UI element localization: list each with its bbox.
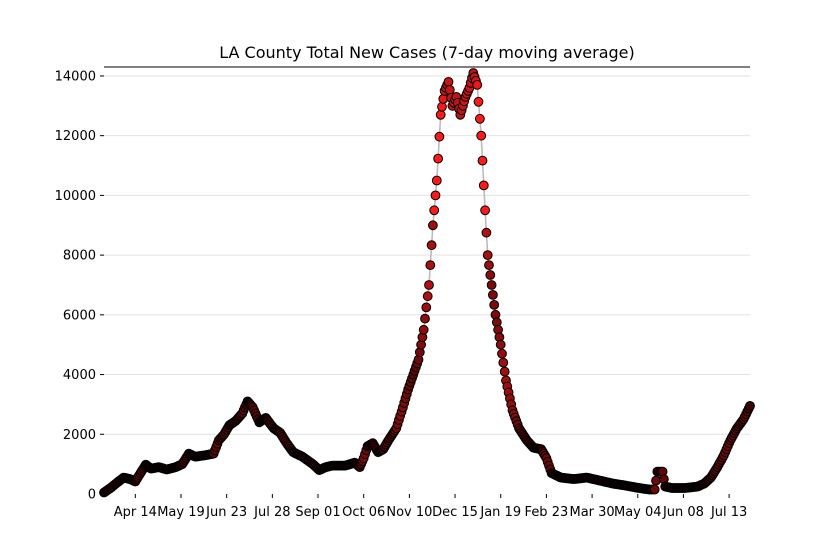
- y-tick-label: 8000: [63, 249, 96, 264]
- grid-lines: [104, 75, 750, 435]
- data-point: [489, 300, 500, 310]
- data-point: [426, 240, 437, 251]
- y-tick-label: 12000: [55, 129, 96, 144]
- data-point: [433, 153, 444, 164]
- x-tick-label: Mar 30: [569, 505, 614, 520]
- x-tick-label: May 04: [614, 505, 662, 520]
- x-tick-label: Feb 23: [525, 505, 569, 520]
- data-point: [425, 260, 436, 271]
- y-tick-label: 10000: [55, 189, 96, 204]
- x-tick-label: Jun 08: [662, 505, 704, 520]
- y-axis: 0 2000 4000 6000 8000 10000 12000 14000: [55, 69, 104, 503]
- data-point: [477, 155, 488, 166]
- data-point: [431, 175, 442, 186]
- data-points: [99, 68, 755, 498]
- y-tick-label: 0: [88, 488, 96, 503]
- data-point: [429, 205, 440, 216]
- chart-title: LA County Total New Cases (7-day moving …: [219, 43, 635, 62]
- data-point: [478, 180, 489, 191]
- data-point: [486, 280, 497, 290]
- x-tick-label: Oct 06: [342, 505, 385, 520]
- data-point: [428, 220, 438, 231]
- data-point: [649, 484, 660, 495]
- x-tick-label: Jul 28: [253, 505, 290, 520]
- x-tick-label: Nov 10: [386, 505, 432, 520]
- y-tick-label: 14000: [55, 69, 96, 84]
- data-point: [481, 227, 492, 238]
- data-point: [437, 101, 447, 112]
- x-tick-label: Dec 15: [432, 505, 478, 520]
- data-point: [443, 77, 454, 87]
- data-point: [435, 109, 446, 120]
- x-tick-label: Jun 23: [205, 505, 247, 520]
- data-point: [444, 85, 455, 95]
- data-point: [418, 324, 429, 335]
- data-point: [498, 357, 509, 368]
- data-point: [651, 475, 661, 486]
- data-point: [499, 366, 510, 377]
- data-point: [476, 130, 487, 141]
- data-point: [488, 290, 498, 300]
- data-point: [495, 339, 506, 350]
- data-point: [497, 348, 507, 359]
- data-point: [475, 113, 485, 124]
- data-point: [473, 96, 484, 107]
- x-axis: Apr 14 May 19 Jun 23 Jul 28 Sep 01 Oct 06 Nov …: [114, 494, 747, 520]
- data-point: [485, 270, 496, 280]
- x-tick-label: Sep 01: [295, 505, 340, 520]
- data-point: [424, 280, 434, 290]
- y-tick-label: 4000: [63, 368, 96, 383]
- x-tick-label: May 19: [157, 505, 205, 520]
- x-tick-label: Jan 19: [479, 505, 521, 520]
- y-tick-label: 2000: [63, 428, 96, 443]
- data-point: [472, 80, 483, 90]
- data-point: [430, 190, 441, 201]
- x-tick-label: Apr 14: [114, 505, 157, 520]
- x-tick-label: Jul 13: [710, 505, 747, 520]
- data-point: [480, 205, 491, 216]
- data-point: [422, 291, 433, 302]
- data-point: [420, 313, 430, 324]
- data-point: [484, 260, 494, 271]
- data-point: [421, 302, 432, 313]
- data-point: [482, 250, 493, 261]
- data-point: [745, 401, 755, 411]
- data-point: [434, 131, 445, 142]
- y-tick-label: 6000: [63, 308, 96, 323]
